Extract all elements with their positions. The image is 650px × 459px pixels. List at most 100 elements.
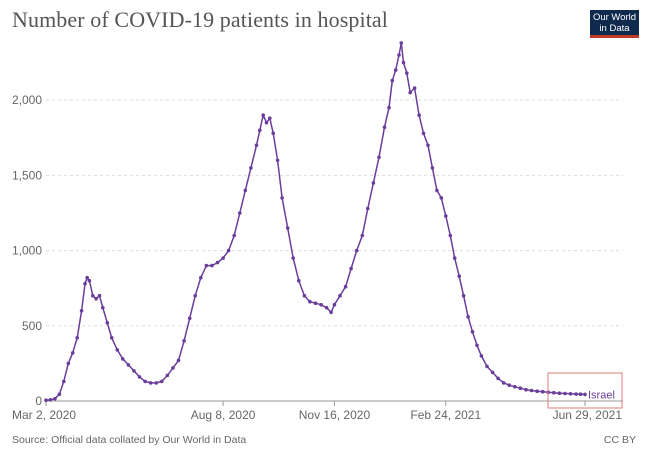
data-point [171,366,175,370]
data-point [132,369,136,373]
series-markers [44,41,587,403]
data-point [435,188,439,193]
data-point [75,336,79,340]
data-point [176,358,181,363]
data-point [529,388,534,393]
data-point [332,302,337,307]
series-line-israel[interactable] [45,42,586,401]
data-point [243,188,248,193]
data-point [552,390,556,395]
data-point [479,354,484,358]
data-point [329,310,333,315]
data-point [187,316,192,321]
data-point [97,293,102,298]
data-point [466,315,470,319]
data-point [535,389,539,394]
data-point [143,379,147,384]
data-point [70,351,75,355]
data-point [470,330,475,334]
data-point [578,392,583,397]
data-point [291,256,296,260]
y-tick-label: 1,500 [12,168,42,182]
data-point [210,263,214,268]
data-point [115,348,120,352]
data-point [121,357,125,361]
logo-line-2: in Data [599,23,630,34]
data-point [408,90,413,95]
data-point [518,386,523,391]
data-point [496,376,500,381]
data-point [563,391,567,396]
data-point [137,375,142,379]
grid-lines [46,99,623,402]
data-point [83,281,87,286]
data-point [540,389,545,394]
data-point [349,266,353,271]
data-point [48,398,53,402]
data-point [87,278,92,283]
data-point [338,293,342,298]
data-point [393,68,398,72]
data-point [204,263,209,268]
data-point [105,321,110,325]
data-point [79,309,84,313]
x-tick-label: Aug 8, 2020 [191,408,256,422]
data-point [261,113,266,117]
data-point [258,128,262,133]
data-point [366,206,370,211]
data-point [94,296,98,301]
data-point [417,113,421,117]
data-point [524,387,528,392]
data-point [399,41,404,45]
source-note: Source: Official data collated by Our Wo… [12,434,247,446]
data-point [91,293,95,298]
data-point [354,248,359,253]
y-tick-label: 1,000 [12,244,42,258]
data-point [280,196,284,200]
data-point [444,214,448,218]
data-point [53,396,57,401]
data-point [271,131,276,136]
x-tick-label: Jun 29, 2021 [553,408,623,422]
data-point [85,275,89,280]
data-point [382,125,387,129]
data-point [226,248,231,253]
data-point [154,381,159,385]
data-point [264,120,269,125]
data-point [254,143,259,148]
series-label-israel[interactable]: Israel [588,389,615,401]
data-point [401,60,406,65]
data-point [412,86,417,90]
data-point [66,361,71,366]
chart-title: Number of COVID-19 patients in hospital [12,7,389,32]
data-point [160,379,164,384]
data-point [371,181,376,185]
data-point [215,260,220,265]
data-point [405,71,409,75]
line-chart: 0 500 1,000 1,500 2,000 Mar 2, 2020 Aug 8, 20… [12,41,623,422]
data-point [109,336,114,340]
data-point [475,343,479,348]
data-point [302,293,307,298]
data-point [148,381,153,385]
license-link[interactable]: CC BY [603,434,636,446]
data-point [126,363,131,367]
data-point [313,301,318,306]
data-point [452,256,457,260]
logo-line-1: Our World [592,12,637,23]
owid-logo[interactable]: Our World in Data [590,10,639,38]
data-point [44,398,48,403]
data-point [324,305,329,310]
data-point [101,305,105,310]
data-point [439,196,444,200]
data-point [193,293,197,298]
data-point [308,299,312,304]
x-tick-label: Feb 24, 2021 [410,408,481,422]
data-point [513,384,517,389]
data-point [568,392,573,396]
data-point [285,226,290,230]
data-point [421,131,426,136]
y-tick-label: 2,000 [12,93,42,107]
data-point [343,284,348,289]
data-point [557,391,562,396]
